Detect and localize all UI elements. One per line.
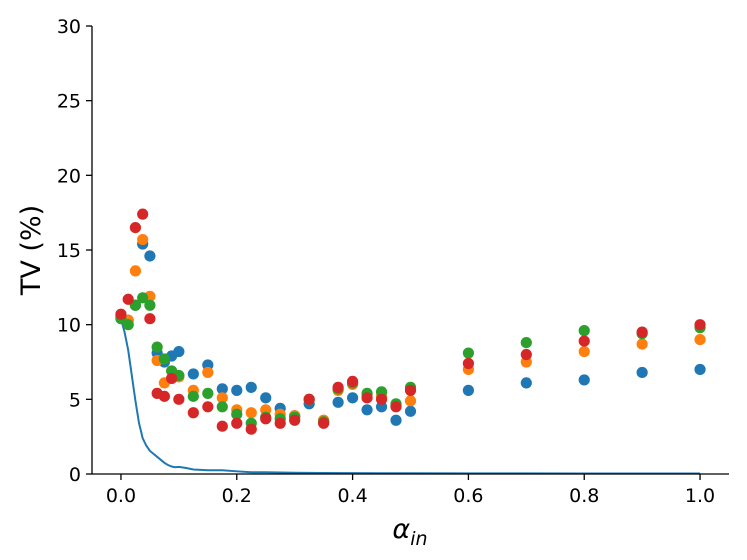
x-axis-label-base: α xyxy=(392,514,410,545)
x-axis-ticks: 0.0 0.2 0.4 0.6 0.8 1.0 xyxy=(106,474,715,507)
scatter-point xyxy=(187,407,199,419)
scatter-point xyxy=(216,383,228,395)
scatter-point xyxy=(636,338,648,350)
scatter-point xyxy=(187,390,199,402)
scatter-point xyxy=(390,401,402,413)
scatter-point xyxy=(375,393,388,405)
scatter-point xyxy=(361,392,373,404)
scatter-point xyxy=(129,222,142,234)
x-tick-label: 1.0 xyxy=(685,485,715,507)
scatter-point xyxy=(462,347,475,359)
y-axis-ticks: 0 5 10 15 20 25 30 xyxy=(57,16,92,486)
scatter-point xyxy=(151,341,163,353)
scatter-point xyxy=(462,357,475,370)
scatter-point xyxy=(129,265,142,277)
scatter-point xyxy=(404,405,417,417)
scatter-point xyxy=(144,250,156,262)
x-tick-label: 0.8 xyxy=(569,485,599,507)
scatter-point xyxy=(260,413,272,425)
y-tick-label: 10 xyxy=(57,315,81,337)
scatter-point xyxy=(578,374,590,386)
scatter-point xyxy=(166,372,178,385)
scatter-point xyxy=(578,325,590,337)
scatter-point xyxy=(144,313,156,325)
x-tick-label: 0.2 xyxy=(222,485,252,507)
scatter-point xyxy=(694,363,706,376)
scatter-point xyxy=(260,392,272,404)
scatter-series-3 xyxy=(115,208,706,435)
y-tick-label: 25 xyxy=(57,91,81,113)
scatter-point xyxy=(578,335,590,347)
series-line xyxy=(119,318,701,475)
scatter-point xyxy=(361,404,373,416)
scatter-point xyxy=(245,407,257,419)
x-tick-label: 0.6 xyxy=(453,485,483,507)
scatter-point xyxy=(694,319,706,331)
scatter-point xyxy=(144,299,156,311)
y-tick-label: 5 xyxy=(69,389,81,411)
plot-area xyxy=(115,208,706,475)
scatter-point xyxy=(122,319,134,331)
x-axis-label-subscript: in xyxy=(410,528,427,550)
scatter-point xyxy=(404,395,417,407)
scatter-point xyxy=(694,334,706,346)
scatter-point xyxy=(137,292,149,304)
scatter-point xyxy=(636,326,648,338)
y-axis-label: TV (%) xyxy=(16,205,47,296)
scatter-point xyxy=(274,417,286,429)
scatter-point xyxy=(346,375,359,388)
scatter-point xyxy=(404,384,417,396)
scatter-point xyxy=(122,293,134,305)
scatter-point xyxy=(346,392,359,404)
scatter-point xyxy=(202,366,214,379)
scatter-point xyxy=(216,420,228,432)
scatter-point xyxy=(231,384,243,396)
x-axis-label: αin xyxy=(392,514,427,550)
scatter-point xyxy=(173,345,185,358)
scatter-point xyxy=(187,368,199,380)
y-tick-label: 0 xyxy=(69,464,81,486)
scatter-point xyxy=(462,384,475,396)
scatter-point xyxy=(216,401,228,413)
scatter-point xyxy=(520,348,532,361)
scatter-point xyxy=(158,353,170,365)
scatter-point xyxy=(202,387,214,399)
scatter-point xyxy=(578,345,590,358)
scatter-point xyxy=(202,401,214,413)
scatter-point xyxy=(520,377,532,389)
scatter-point xyxy=(137,208,149,220)
y-tick-label: 20 xyxy=(57,165,81,187)
scatter-point xyxy=(303,393,315,405)
scatter-point xyxy=(520,336,532,349)
scatter-point xyxy=(115,308,127,320)
scatter-point xyxy=(216,392,228,404)
scatter-point xyxy=(636,366,648,379)
scatter-point xyxy=(231,417,243,429)
scatter-point xyxy=(245,423,257,435)
scatter-point xyxy=(173,393,185,405)
scatter-point xyxy=(332,381,344,393)
scatter-point xyxy=(318,417,330,429)
y-tick-label: 15 xyxy=(57,240,81,262)
scatter-point xyxy=(231,408,243,420)
x-tick-label: 0.0 xyxy=(106,485,136,507)
scatter-point xyxy=(289,414,301,426)
scatter-point xyxy=(158,390,170,402)
y-tick-label: 30 xyxy=(57,16,81,38)
scatter-point xyxy=(390,414,402,426)
scatter-point xyxy=(137,233,149,246)
scatter-point xyxy=(332,396,344,408)
scatter-point xyxy=(245,381,257,393)
x-tick-label: 0.4 xyxy=(337,485,367,507)
